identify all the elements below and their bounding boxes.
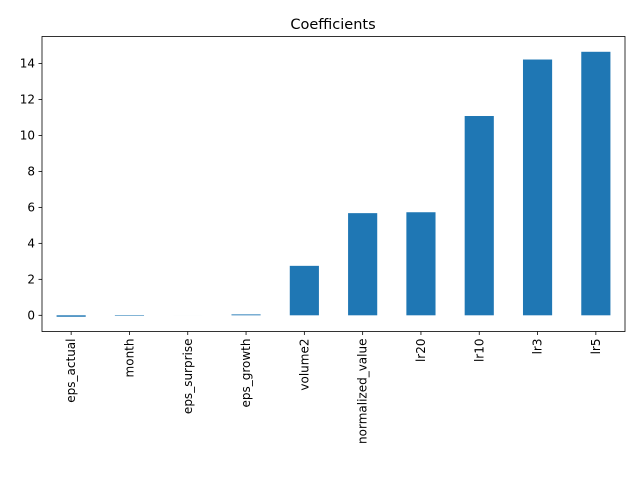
bar-lr20 (406, 212, 436, 316)
bar-normalized-value (348, 213, 378, 316)
bar-lr3 (522, 59, 553, 316)
y-tick-label-6: 6 (27, 200, 35, 214)
x-tick-label-normalized-value: normalized_value (356, 339, 370, 444)
chart-title: Coefficients (290, 17, 375, 33)
y-tick-label-12: 12 (20, 92, 35, 106)
bar-eps-growth (231, 314, 261, 316)
x-tick-label-lr10: lr10 (472, 339, 486, 363)
bar-volume2 (289, 265, 319, 316)
plot-frame (41, 36, 626, 332)
y-tick-label-2: 2 (27, 272, 35, 286)
x-tick-label-lr5: lr5 (589, 339, 603, 355)
y-axis: 0 2 4 6 8 10 12 14 (20, 56, 42, 322)
bar-lr5 (581, 51, 611, 316)
x-axis: eps_actual month eps_surprise eps_growth vol… (64, 331, 603, 444)
bar-eps-actual (56, 315, 86, 317)
x-tick-label-eps-surprise: eps_surprise (181, 339, 195, 415)
x-tick-label-lr20: lr20 (414, 339, 428, 363)
bars-group (56, 51, 611, 317)
x-tick-label-eps-actual: eps_actual (64, 339, 78, 403)
x-tick-label-month: month (122, 339, 136, 378)
bar-lr10 (464, 116, 494, 316)
x-tick-label-lr3: lr3 (531, 339, 545, 355)
y-tick-label-14: 14 (20, 56, 35, 70)
y-tick-label-4: 4 (27, 236, 35, 250)
bar-month (114, 315, 145, 316)
x-tick-label-volume2: volume2 (297, 339, 311, 391)
y-tick-label-10: 10 (20, 128, 35, 142)
x-tick-label-eps-growth: eps_growth (239, 339, 253, 408)
y-tick-label-0: 0 (27, 308, 35, 322)
y-tick-label-8: 8 (27, 164, 35, 178)
